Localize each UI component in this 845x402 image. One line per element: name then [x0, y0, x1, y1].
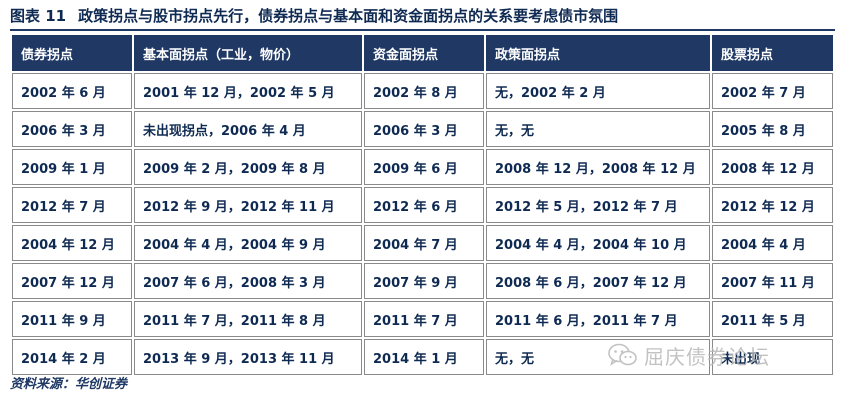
table-cell: 2012 年 9 月，2012 年 11 月	[134, 187, 362, 223]
table-row: 2007 年 12 月 2007 年 6 月，2008 年 3 月 2007 年…	[12, 263, 833, 299]
table-cell: 2012 年 5 月，2012 年 7 月	[486, 187, 710, 223]
column-header-stock: 股票拐点	[712, 35, 833, 71]
table-cell: 2009 年 1 月	[12, 149, 132, 185]
table-cell: 2002 年 7 月	[712, 73, 833, 109]
table-cell: 2011 年 5 月	[712, 301, 833, 337]
table-row: 2011 年 9 月 2011 年 7 月，2011 年 8 月 2011 年 …	[12, 301, 833, 337]
column-header-fundamentals: 基本面拐点（工业，物价）	[134, 35, 362, 71]
table-cell: 2009 年 6 月	[364, 149, 484, 185]
table-cell: 2011 年 9 月	[12, 301, 132, 337]
table-cell: 未出现	[712, 339, 833, 375]
table-row: 2012 年 7 月 2012 年 9 月，2012 年 11 月 2012 年…	[12, 187, 833, 223]
wechat-icon	[608, 342, 638, 368]
table-cell: 2008 年 6 月，2007 年 12 月	[486, 263, 710, 299]
table-cell: 2013 年 9 月，2013 年 11 月	[134, 339, 362, 375]
table-cell: 2004 年 4 月，2004 年 10 月	[486, 225, 710, 261]
source-note: 资料来源：华创证券	[10, 377, 128, 392]
column-header-policy: 政策面拐点	[486, 35, 710, 71]
watermark-text: 屈庆债券论坛	[644, 344, 770, 369]
table-cell: 2006 年 3 月	[364, 111, 484, 147]
column-header-bond: 债券拐点	[12, 35, 132, 71]
table-cell: 2002 年 6 月	[12, 73, 132, 109]
table-cell: 2011 年 6 月，2011 年 7 月	[486, 301, 710, 337]
table-row: 2006 年 3 月 未出现拐点，2006 年 4 月 2006 年 3 月 无…	[12, 111, 833, 147]
table-cell: 2004 年 4 月，2004 年 9 月	[134, 225, 362, 261]
table-cell: 2004 年 4 月	[712, 225, 833, 261]
table-cell: 无，无	[486, 111, 710, 147]
table-row: 2009 年 1 月 2009 年 2 月，2009 年 8 月 2009 年 …	[12, 149, 833, 185]
table-cell: 2014 年 1 月	[364, 339, 484, 375]
table-row: 2002 年 6 月 2001 年 12 月，2002 年 5 月 2002 年…	[12, 73, 833, 109]
table-cell: 2007 年 6 月，2008 年 3 月	[134, 263, 362, 299]
table-cell: 2012 年 7 月	[12, 187, 132, 223]
table-cell: 2002 年 8 月	[364, 73, 484, 109]
table-cell: 无，无	[486, 339, 710, 375]
table-cell: 无，2002 年 2 月	[486, 73, 710, 109]
table-cell: 2009 年 2 月，2009 年 8 月	[134, 149, 362, 185]
table-cell: 2008 年 12 月，2008 年 12 月	[486, 149, 710, 185]
table-cell: 未出现拐点，2006 年 4 月	[134, 111, 362, 147]
table-cell: 2004 年 7 月	[364, 225, 484, 261]
table-cell: 2011 年 7 月	[364, 301, 484, 337]
table-cell: 2007 年 9 月	[364, 263, 484, 299]
figure-caption: 政策拐点与股市拐点先行，债券拐点与基本面和资金面拐点的关系要考虑债市氛围	[78, 7, 619, 25]
table-cell: 2004 年 12 月	[12, 225, 132, 261]
table-header-row: 债券拐点 基本面拐点（工业，物价） 资金面拐点 政策面拐点 股票拐点	[12, 35, 833, 71]
table-cell: 2007 年 12 月	[12, 263, 132, 299]
table-cell: 2012 年 6 月	[364, 187, 484, 223]
table-cell: 2014 年 2 月	[12, 339, 132, 375]
table-cell: 2007 年 11 月	[712, 263, 833, 299]
figure-label: 图表 11	[10, 7, 67, 25]
table-cell: 2012 年 12 月	[712, 187, 833, 223]
table-cell: 2001 年 12 月，2002 年 5 月	[134, 73, 362, 109]
turning-points-table: 债券拐点 基本面拐点（工业，物价） 资金面拐点 政策面拐点 股票拐点 2002 …	[10, 33, 835, 377]
column-header-liquidity: 资金面拐点	[364, 35, 484, 71]
figure-title: 图表 11 政策拐点与股市拐点先行，债券拐点与基本面和资金面拐点的关系要考虑债市氛…	[10, 5, 835, 31]
watermark: 屈庆债券论坛	[608, 338, 770, 372]
table-cell: 2008 年 12 月	[712, 149, 833, 185]
table-cell: 2005 年 8 月	[712, 111, 833, 147]
table-cell: 2011 年 7 月，2011 年 8 月	[134, 301, 362, 337]
table-row: 2014 年 2 月 2013 年 9 月，2013 年 11 月 2014 年…	[12, 339, 833, 375]
table-cell: 2006 年 3 月	[12, 111, 132, 147]
table-row: 2004 年 12 月 2004 年 4 月，2004 年 9 月 2004 年…	[12, 225, 833, 261]
